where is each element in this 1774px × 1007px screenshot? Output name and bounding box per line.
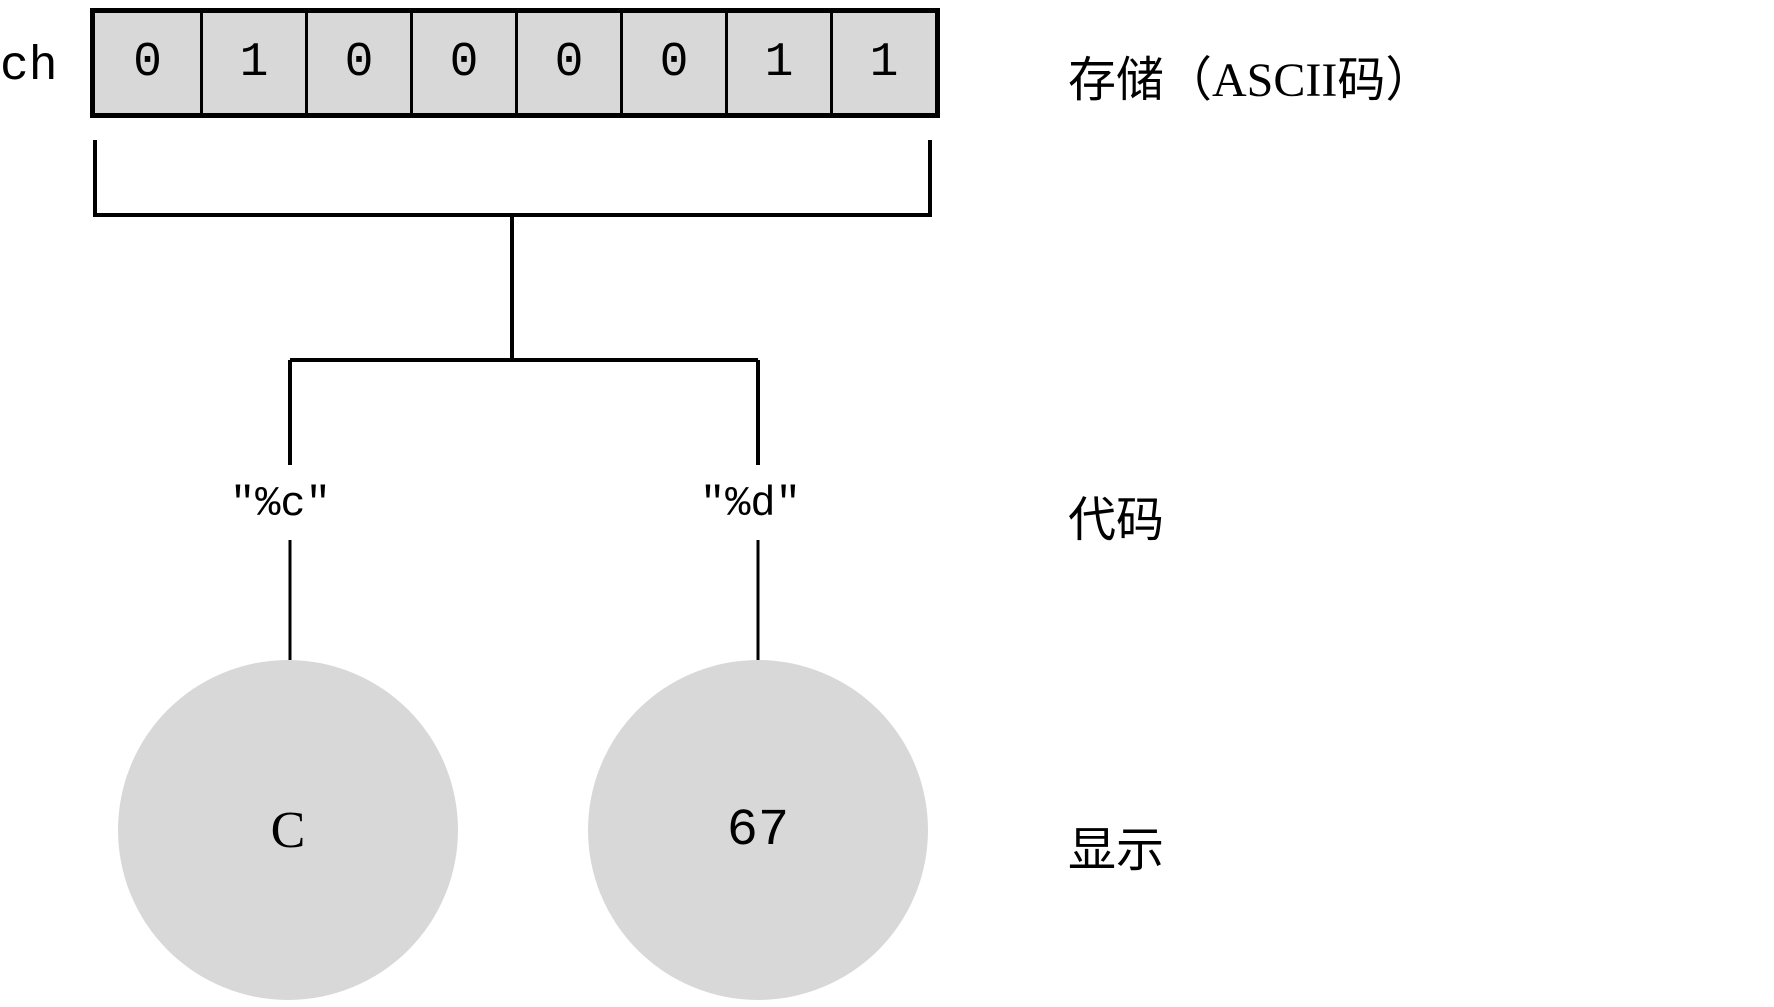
byte-row: 0 1 0 0 0 0 1 1 bbox=[90, 8, 940, 118]
output-int-circle: 67 bbox=[588, 660, 928, 1000]
bit-cell: 0 bbox=[305, 13, 410, 113]
bit-cell: 0 bbox=[620, 13, 725, 113]
bit-cell: 1 bbox=[725, 13, 830, 113]
code-row-label: 代码 bbox=[1068, 480, 1164, 550]
bit-cell: 1 bbox=[830, 13, 935, 113]
output-int-value: 67 bbox=[727, 801, 789, 860]
bit-cell: 0 bbox=[515, 13, 620, 113]
format-int-label: "%d" bbox=[700, 480, 801, 528]
bit-cell: 1 bbox=[200, 13, 305, 113]
bit-cell: 0 bbox=[410, 13, 515, 113]
output-char-value: C bbox=[271, 801, 306, 860]
display-row-label: 显示 bbox=[1068, 810, 1164, 880]
bit-cell: 0 bbox=[95, 13, 200, 113]
storage-label: 存储（ASCII码） bbox=[1068, 40, 1433, 110]
variable-name: ch bbox=[0, 40, 58, 94]
format-char-label: "%c" bbox=[230, 480, 331, 528]
output-char-circle: C bbox=[118, 660, 458, 1000]
